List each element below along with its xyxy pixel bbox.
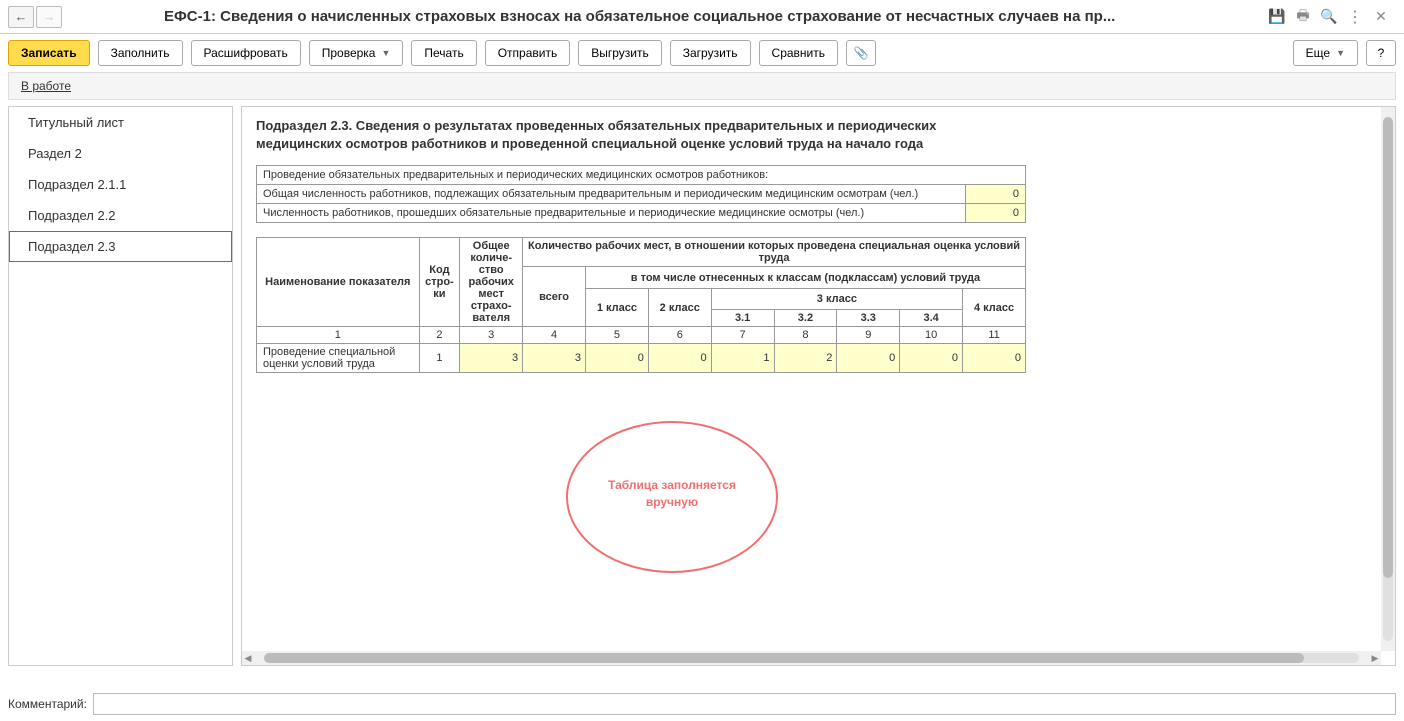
comment-input[interactable] [93,693,1396,715]
help-button[interactable]: ? [1366,40,1396,66]
breadcrumb-link[interactable]: В работе [21,79,71,93]
vertical-scrollbar[interactable] [1381,107,1395,651]
col-num: 3 [460,327,523,344]
col-num: 7 [711,327,774,344]
paperclip-icon: 📎 [854,46,869,60]
col-num: 2 [419,327,460,344]
close-icon[interactable]: ✕ [1372,8,1390,26]
write-button[interactable]: Записать [8,40,90,66]
sidebar-item-subsection-2-3[interactable]: Подраздел 2.3 [9,231,232,262]
info-row-value[interactable]: 0 [966,185,1026,204]
cell-value[interactable]: 2 [774,344,837,373]
th-class2: 2 класс [648,288,711,327]
col-num: 11 [963,327,1026,344]
nav-back-button[interactable]: ← [8,6,34,28]
fill-button[interactable]: Заполнить [98,40,183,66]
save-icon[interactable]: 💾 [1268,8,1286,26]
sidebar-item-title-page[interactable]: Титульный лист [9,107,232,138]
th-c31: 3.1 [711,310,774,327]
cell-value[interactable]: 0 [963,344,1026,373]
th-class4: 4 класс [963,288,1026,327]
th-indicator: Наименование показателя [257,238,420,327]
col-num: 4 [523,327,586,344]
cell-value[interactable]: 0 [837,344,900,373]
info-table-header: Проведение обязательных предварительных … [257,166,1026,185]
import-button[interactable]: Загрузить [670,40,751,66]
more-button[interactable]: Еще▼ [1293,40,1358,66]
sidebar-item-section-2[interactable]: Раздел 2 [9,138,232,169]
titlebar: ← → ЕФС-1: Сведения о начисленных страхо… [0,0,1404,34]
horizontal-scrollbar[interactable]: ◀ ▶ [242,651,1381,665]
section-title: Подраздел 2.3. Сведения о результатах пр… [256,117,996,153]
print-icon[interactable]: 🖶 [1294,8,1312,26]
print-button[interactable]: Печать [411,40,476,66]
cell-value[interactable]: 0 [900,344,963,373]
annotation-callout: Таблица заполняется вручную [562,417,782,577]
th-class3: 3 класс [711,288,962,310]
row-label: Проведение специальной оценки условий тр… [257,344,420,373]
th-total-places: Общее количе-ство рабочих мест страхо-ва… [460,238,523,327]
th-c33: 3.3 [837,310,900,327]
th-including: в том числе отнесенных к классам (подкла… [585,267,1025,289]
col-num: 9 [837,327,900,344]
data-table: Наименование показателя Код стро-ки Обще… [256,237,1026,373]
cell-value[interactable]: 3 [460,344,523,373]
breadcrumb-bar: В работе [8,72,1396,100]
info-row-value[interactable]: 0 [966,204,1026,223]
attach-button[interactable]: 📎 [846,40,876,66]
annotation-text-line1: Таблица заполняется [608,478,736,492]
compare-button[interactable]: Сравнить [759,40,838,66]
col-num: 5 [585,327,648,344]
comment-label: Комментарий: [8,697,87,711]
cell-value[interactable]: 1 [711,344,774,373]
th-c32: 3.2 [774,310,837,327]
th-spec-assessment: Количество рабочих мест, в отношении кот… [523,238,1026,267]
col-num: 10 [900,327,963,344]
cell-value[interactable]: 0 [585,344,648,373]
info-row-label: Численность работников, прошедших обязат… [257,204,966,223]
th-c34: 3.4 [900,310,963,327]
annotation-text-line2: вручную [646,495,698,509]
content-pane: Подраздел 2.3. Сведения о результатах пр… [241,106,1396,666]
sidebar: Титульный лист Раздел 2 Подраздел 2.1.1 … [8,106,233,666]
sidebar-item-subsection-2-2[interactable]: Подраздел 2.2 [9,200,232,231]
chevron-down-icon: ▼ [1336,48,1345,58]
th-total: всего [523,267,586,327]
info-table: Проведение обязательных предварительных … [256,165,1026,223]
search-icon[interactable]: 🔍 [1320,8,1338,26]
col-num: 8 [774,327,837,344]
decrypt-button[interactable]: Расшифровать [191,40,301,66]
kebab-menu-icon[interactable]: ⋮ [1346,8,1364,26]
sidebar-item-subsection-2-1-1[interactable]: Подраздел 2.1.1 [9,169,232,200]
send-button[interactable]: Отправить [485,40,571,66]
info-row-label: Общая численность работников, подлежащих… [257,185,966,204]
chevron-down-icon: ▼ [381,48,390,58]
nav-forward-button[interactable]: → [36,6,62,28]
th-class1: 1 класс [585,288,648,327]
export-button[interactable]: Выгрузить [578,40,662,66]
footer: Комментарий: [8,693,1396,715]
toolbar: Записать Заполнить Расшифровать Проверка… [0,34,1404,72]
th-row-code: Код стро-ки [419,238,460,327]
col-num: 1 [257,327,420,344]
window-title: ЕФС-1: Сведения о начисленных страховых … [74,8,1262,25]
cell-value[interactable]: 3 [523,344,586,373]
row-code: 1 [419,344,460,373]
cell-value[interactable]: 0 [648,344,711,373]
check-button[interactable]: Проверка▼ [309,40,404,66]
data-row: Проведение специальной оценки условий тр… [257,344,1026,373]
col-num: 6 [648,327,711,344]
